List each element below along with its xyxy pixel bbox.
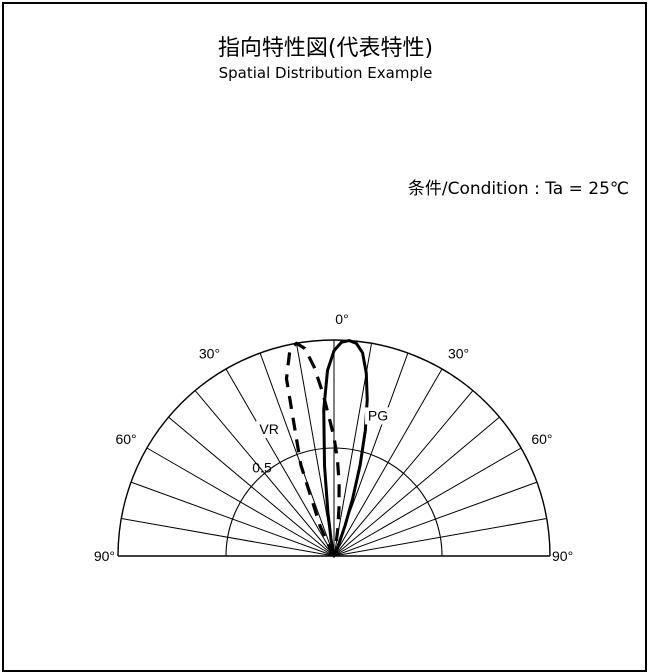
spoke-60 [333, 447, 522, 557]
spoke-m30 [225, 368, 335, 557]
spoke-m70 [130, 481, 335, 557]
angle-tick-6: 90° [552, 548, 573, 564]
spoke-m40 [194, 390, 335, 557]
spoke-80 [333, 517, 547, 557]
spoke-30 [333, 368, 443, 557]
radial-tick-label-0: 0.5 [252, 459, 272, 475]
series-label-vr: VR [259, 421, 278, 437]
spoke-m20 [259, 352, 335, 557]
chart-subtitle: Spatial Distribution Example [218, 64, 433, 82]
series-vr-curve [284, 341, 341, 558]
condition-label: 条件/Condition : Ta = 25℃ [407, 179, 629, 199]
chart-title: 指向特性図(代表特性) [217, 36, 434, 61]
spoke-m50 [168, 416, 335, 557]
spoke-m60 [146, 447, 335, 557]
series-label-bg-vr [256, 420, 283, 438]
angle-tick-3: 0° [335, 311, 348, 327]
angle-tick-2: 30° [199, 346, 220, 362]
spoke-m80 [121, 517, 335, 557]
angle-tick-0: 90° [94, 548, 115, 564]
series-label-bg-pg [365, 407, 392, 425]
spoke-70 [333, 481, 538, 557]
series-pg-curve [322, 339, 369, 558]
angle-tick-5: 60° [531, 431, 552, 447]
spoke-50 [333, 416, 500, 557]
spoke-40 [333, 390, 474, 557]
series-label-pg: PG [368, 407, 388, 423]
angle-tick-1: 60° [115, 431, 136, 447]
angle-tick-4: 30° [448, 346, 469, 362]
